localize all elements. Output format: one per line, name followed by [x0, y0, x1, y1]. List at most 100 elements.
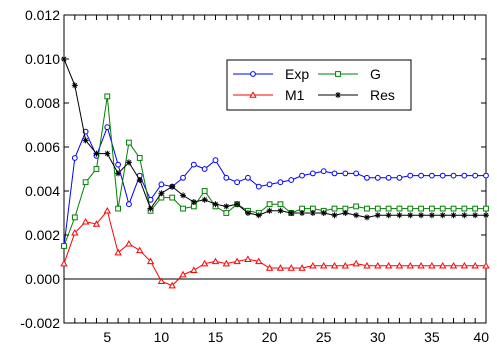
data-point-m1 — [395, 261, 404, 269]
data-point-m1 — [265, 264, 274, 271]
x-tick-label: 20 — [262, 329, 278, 345]
data-point-m1 — [211, 257, 220, 265]
data-point-res — [255, 212, 262, 219]
data-point-m1 — [309, 261, 317, 269]
data-point-res — [212, 201, 219, 208]
data-point-exp — [234, 179, 241, 186]
data-point-m1 — [384, 261, 393, 269]
data-point-res — [277, 207, 284, 214]
plot-frame — [63, 14, 487, 324]
data-point-res — [353, 212, 360, 219]
data-point-exp — [212, 157, 219, 164]
series-line-exp — [63, 125, 486, 247]
data-point-res — [61, 56, 67, 62]
series-line-g — [63, 96, 486, 247]
data-point-res — [363, 214, 370, 221]
y-tick-label: 0.002 — [25, 227, 60, 243]
legend-label: Res — [370, 87, 395, 103]
data-point-exp — [158, 181, 165, 188]
data-point-m1 — [71, 228, 79, 236]
data-point-m1 — [352, 259, 360, 267]
data-point-g — [364, 205, 370, 212]
data-point-exp — [364, 174, 370, 181]
legend-label: Exp — [285, 66, 309, 82]
data-point-g — [126, 139, 132, 146]
data-point-exp — [407, 172, 414, 179]
data-point-g — [353, 203, 360, 210]
legend-item-g: G — [318, 66, 381, 82]
data-point-g — [385, 205, 392, 212]
data-point-m1 — [114, 248, 122, 256]
data-point-m1 — [168, 281, 176, 289]
data-point-exp — [190, 161, 197, 168]
data-point-g — [472, 205, 479, 212]
data-point-res — [450, 212, 457, 219]
data-point-g — [201, 188, 208, 194]
data-point-res — [125, 159, 132, 166]
y-axis: -0.002 0.000 0.002 0.004 0.006 0.008 0.010 0.01… — [20, 7, 486, 331]
y-tick-label: 0.008 — [25, 95, 60, 111]
data-point-m1 — [363, 261, 371, 269]
data-point-m1 — [287, 264, 295, 271]
data-point-m1 — [298, 264, 306, 271]
data-point-m1 — [222, 259, 230, 267]
y-tick-label: 0.006 — [25, 139, 60, 155]
data-point-res — [180, 192, 187, 199]
data-point-exp — [309, 170, 316, 177]
legend-swatch-marker — [335, 92, 341, 98]
data-point-g — [115, 205, 122, 212]
data-point-m1 — [341, 261, 349, 269]
data-point-g — [418, 205, 424, 212]
data-point-res — [158, 190, 165, 197]
data-point-exp — [115, 161, 122, 168]
series-line-m1 — [63, 209, 486, 287]
data-point-exp — [418, 172, 424, 179]
x-tick-label: 25 — [316, 329, 332, 345]
data-point-res — [439, 212, 446, 219]
data-point-exp — [201, 166, 208, 172]
data-point-m1 — [482, 261, 490, 269]
data-point-g — [71, 214, 78, 221]
data-point-g — [439, 205, 446, 212]
data-point-res — [342, 210, 349, 216]
data-point-m1 — [81, 217, 90, 225]
x-tick-label: 30 — [370, 329, 386, 345]
data-point-res — [418, 212, 425, 219]
data-point-exp — [320, 168, 327, 175]
data-point-exp — [255, 183, 262, 190]
data-point-res — [396, 212, 403, 219]
data-point-res — [461, 212, 468, 219]
y-tick-label: 0.004 — [25, 183, 60, 199]
data-point-m1 — [92, 220, 101, 227]
y-tick-label: 0.012 — [25, 7, 60, 23]
data-point-exp — [385, 174, 392, 181]
data-point-res — [288, 210, 295, 216]
data-point-m1 — [406, 261, 414, 269]
series-layer — [60, 56, 490, 289]
data-point-res — [136, 177, 143, 183]
data-point-g — [461, 205, 468, 212]
x-tick-label: 5 — [103, 329, 111, 345]
data-point-m1 — [125, 239, 133, 247]
data-point-g — [82, 179, 89, 186]
data-point-exp — [299, 172, 305, 179]
data-point-exp — [245, 174, 251, 181]
data-point-g — [266, 201, 273, 208]
data-point-g — [277, 201, 284, 208]
legend-item-exp: Exp — [233, 66, 309, 82]
series-m1 — [60, 206, 490, 289]
data-point-res — [104, 150, 111, 157]
data-point-m1 — [471, 261, 479, 269]
data-point-res — [266, 207, 273, 214]
data-point-res — [309, 210, 316, 216]
data-point-m1 — [417, 261, 425, 269]
data-point-m1 — [233, 257, 241, 265]
data-point-g — [483, 205, 489, 212]
data-point-exp — [483, 172, 489, 179]
data-point-res — [82, 137, 89, 144]
data-point-res — [115, 170, 122, 177]
data-point-m1 — [449, 261, 458, 269]
data-point-res — [483, 212, 489, 219]
